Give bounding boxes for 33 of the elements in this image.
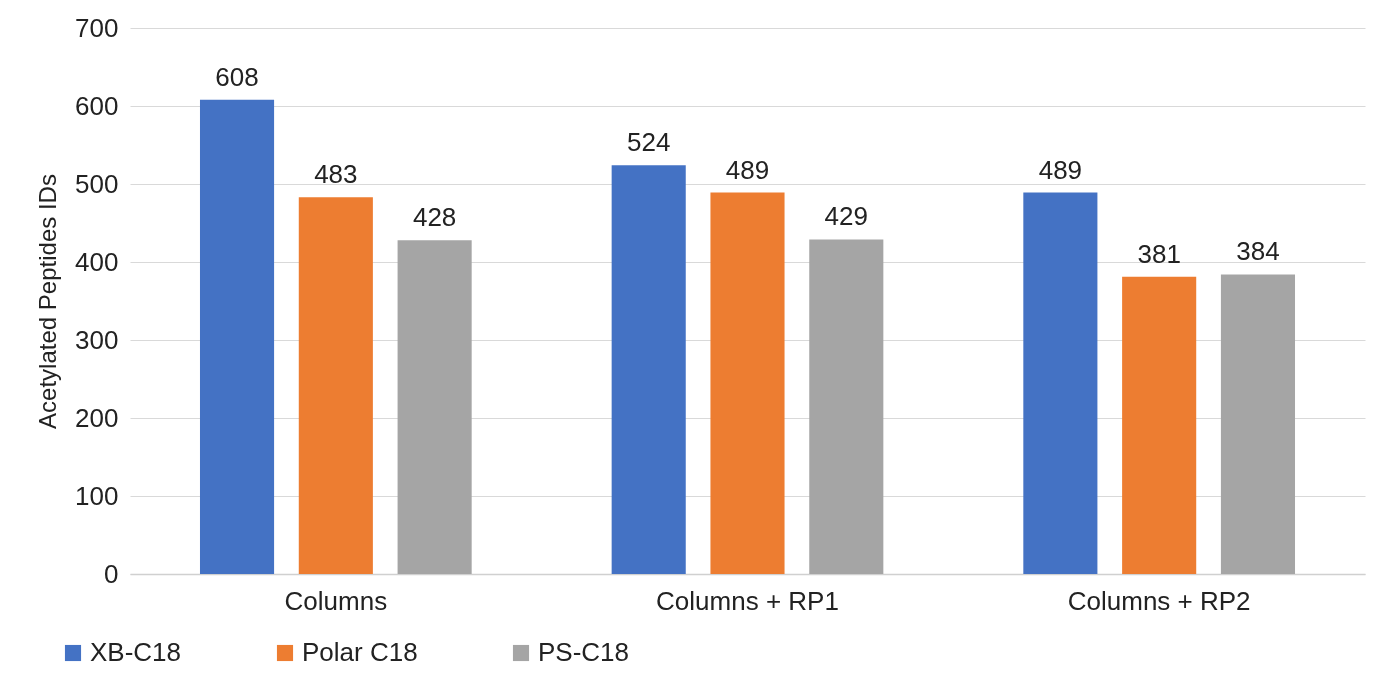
bar [1023,192,1098,574]
bar [611,165,686,574]
data-label: 429 [824,201,868,232]
bar [298,197,373,574]
x-tick-label: Columns [284,585,388,616]
legend-label: Polar C18 [302,637,418,667]
bar [710,192,785,574]
x-tick-label: Columns + RP2 [1067,585,1251,616]
data-label: 524 [627,127,671,158]
bar [397,240,472,574]
data-label: 428 [412,202,457,233]
x-tick-label: Columns + RP1 [656,585,839,616]
y-tick-label: 200 [75,402,119,433]
data-label: 608 [215,61,259,92]
y-tick-label: 400 [75,246,119,277]
y-tick-label: 600 [75,90,119,121]
data-label: 384 [1236,236,1280,267]
legend-label: PS-C18 [538,637,630,667]
data-label: 483 [314,159,358,190]
y-tick-label: 700 [75,12,119,43]
bar [809,239,884,574]
y-axis-title: Acetylated Peptides IDs [34,174,62,429]
y-tick-label: 300 [75,324,119,355]
bar [199,99,275,574]
bar [1220,274,1296,574]
bar [1122,276,1197,574]
y-tick-label: 100 [75,480,119,511]
y-tick-label: 500 [75,168,119,199]
data-label: 489 [1038,154,1083,185]
legend-label: XB-C18 [90,637,182,667]
y-tick-label: 0 [104,558,119,589]
data-label: 489 [725,154,770,185]
data-label: 381 [1137,238,1181,269]
